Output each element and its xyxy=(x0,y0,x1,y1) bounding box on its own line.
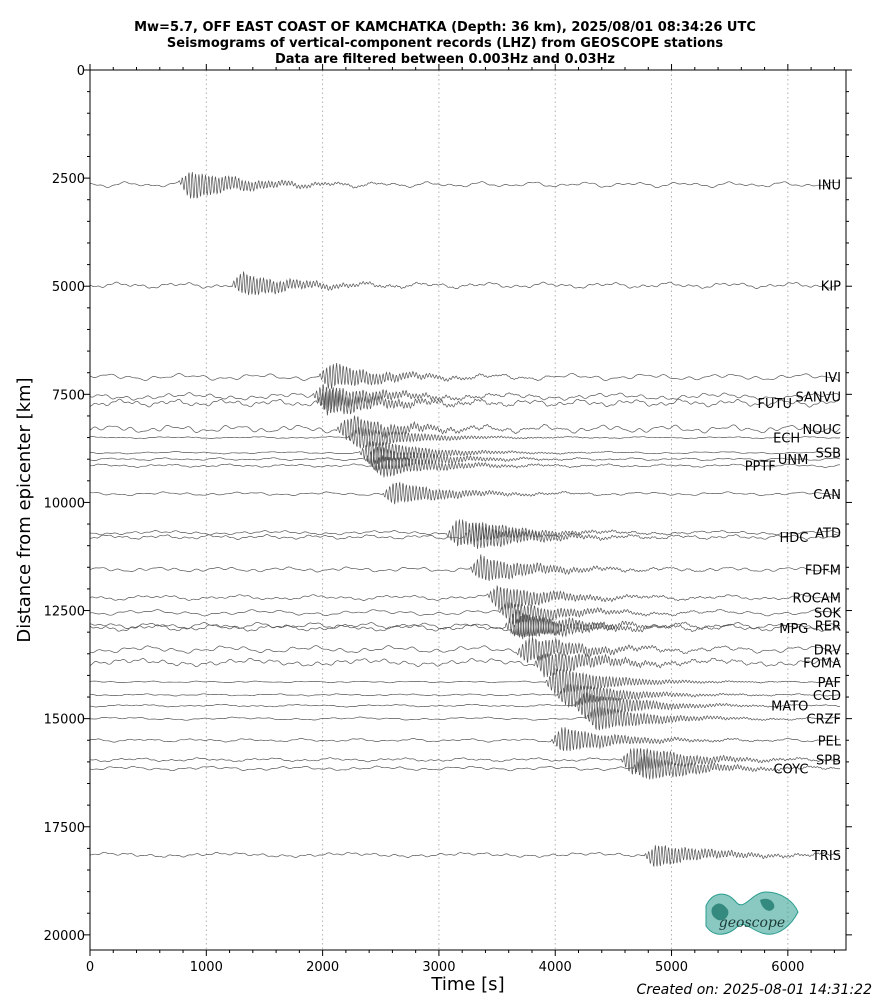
y-tick-label: 7500 xyxy=(52,388,85,403)
station-label-sanvu: SANVU xyxy=(795,390,841,405)
trace-tris xyxy=(89,845,841,868)
x-tick-label: 2000 xyxy=(306,960,339,975)
trace-pptf xyxy=(90,455,841,478)
station-label-rer: RER xyxy=(815,620,841,635)
y-tick-label: 17500 xyxy=(44,821,85,836)
station-label-ivi: IVI xyxy=(824,371,841,386)
plot-frame xyxy=(89,69,847,951)
x-tick-label: 5000 xyxy=(655,960,688,975)
chart-title: Mw=5.7, OFF EAST COAST OF KAMCHATKA (Dep… xyxy=(134,20,756,67)
logo-globe-shape xyxy=(705,891,799,935)
station-label-crzf: CRZF xyxy=(807,713,842,728)
station-label-ssb: SSB xyxy=(816,447,841,462)
station-label-rocam: ROCAM xyxy=(793,592,841,607)
trace-mpg xyxy=(89,614,840,640)
station-label-nouc: NOUC xyxy=(802,423,841,438)
y-tick-label: 2500 xyxy=(52,172,85,187)
logo-land-shape xyxy=(711,898,775,921)
station-label-ccd: CCD xyxy=(813,689,841,704)
x-axis-label: Time [s] xyxy=(430,974,504,995)
trace-inu xyxy=(89,172,840,199)
x-tick-label: 0 xyxy=(86,960,94,975)
trace-ccd xyxy=(90,683,840,708)
created-timestamp: Created on: 2025-08-01 14:31:22 xyxy=(636,982,872,998)
trace-crzf xyxy=(90,706,840,731)
station-label-tris: TRIS xyxy=(811,849,841,864)
trace-ivi xyxy=(89,362,840,389)
trace-ech xyxy=(89,426,841,449)
x-tick-label: 3000 xyxy=(422,960,455,975)
title-line-1: Mw=5.7, OFF EAST COAST OF KAMCHATKA (Dep… xyxy=(134,20,756,35)
trace-kip xyxy=(89,271,841,296)
trace-ssb xyxy=(90,441,840,465)
station-label-foma: FOMA xyxy=(803,656,841,671)
trace-rocam xyxy=(89,584,841,611)
trace-nouc xyxy=(89,414,841,441)
station-label-hdc: HDC xyxy=(780,531,809,546)
y-tick-label: 5000 xyxy=(52,280,85,295)
station-label-mato: MATO xyxy=(771,700,808,715)
y-tick-label: 12500 xyxy=(44,605,85,620)
station-label-mpg: MPG xyxy=(779,622,808,637)
station-label-futu: FUTU xyxy=(758,397,792,412)
y-tick-label: 0 xyxy=(77,64,85,79)
station-label-fdfm: FDFM xyxy=(805,563,841,578)
title-line-3: Data are filtered between 0.003Hz and 0.… xyxy=(275,52,615,67)
station-label-spb: SPB xyxy=(816,754,841,769)
y-tick-label: 15000 xyxy=(44,713,85,728)
station-label-paf: PAF xyxy=(818,676,841,691)
axis-ticks: 0 1000 2000 3000 4000 5000 6000 0 2500 5000 7500 10… xyxy=(44,64,852,975)
trace-paf xyxy=(89,668,841,696)
trace-unm xyxy=(89,446,841,471)
trace-spb xyxy=(89,748,841,775)
x-tick-label: 1000 xyxy=(190,960,223,975)
station-label-kip: KIP xyxy=(821,279,841,294)
station-label-pptf: PPTF xyxy=(745,460,776,475)
trace-hdc xyxy=(90,524,841,549)
trace-sanvu xyxy=(89,384,841,411)
station-label-coyc: COYC xyxy=(773,762,808,777)
trace-atd xyxy=(89,519,841,547)
trace-mato xyxy=(90,692,841,720)
trace-foma xyxy=(89,651,841,678)
trace-sok xyxy=(89,601,841,625)
seismogram-traces xyxy=(89,172,841,868)
grid-lines xyxy=(205,70,789,950)
x-tick-label: 4000 xyxy=(539,960,572,975)
station-label-can: CAN xyxy=(813,488,841,503)
station-label-drv: DRV xyxy=(814,643,841,658)
trace-fdfm xyxy=(89,554,840,581)
station-label-pel: PEL xyxy=(818,734,842,749)
trace-can xyxy=(89,481,841,505)
station-label-atd: ATD xyxy=(815,527,841,542)
station-label-inu: INU xyxy=(818,179,841,194)
trace-drv xyxy=(89,637,841,663)
y-tick-label: 10000 xyxy=(44,496,85,511)
station-label-ech: ECH xyxy=(773,432,800,447)
y-axis-label: Distance from epicenter [km] xyxy=(14,377,35,642)
trace-futu xyxy=(90,390,841,416)
station-label-sok: SOK xyxy=(814,607,841,622)
trace-coyc xyxy=(89,753,841,780)
title-line-2: Seismograms of vertical-component record… xyxy=(167,36,723,51)
trace-rer xyxy=(90,609,841,638)
logo-text: geoscope xyxy=(719,915,785,931)
y-tick-label: 20000 xyxy=(44,929,85,944)
trace-pel xyxy=(89,727,840,752)
geoscope-logo: geoscope xyxy=(705,891,799,935)
x-tick-label: 6000 xyxy=(771,960,804,975)
station-label-unm: UNM xyxy=(778,453,808,468)
